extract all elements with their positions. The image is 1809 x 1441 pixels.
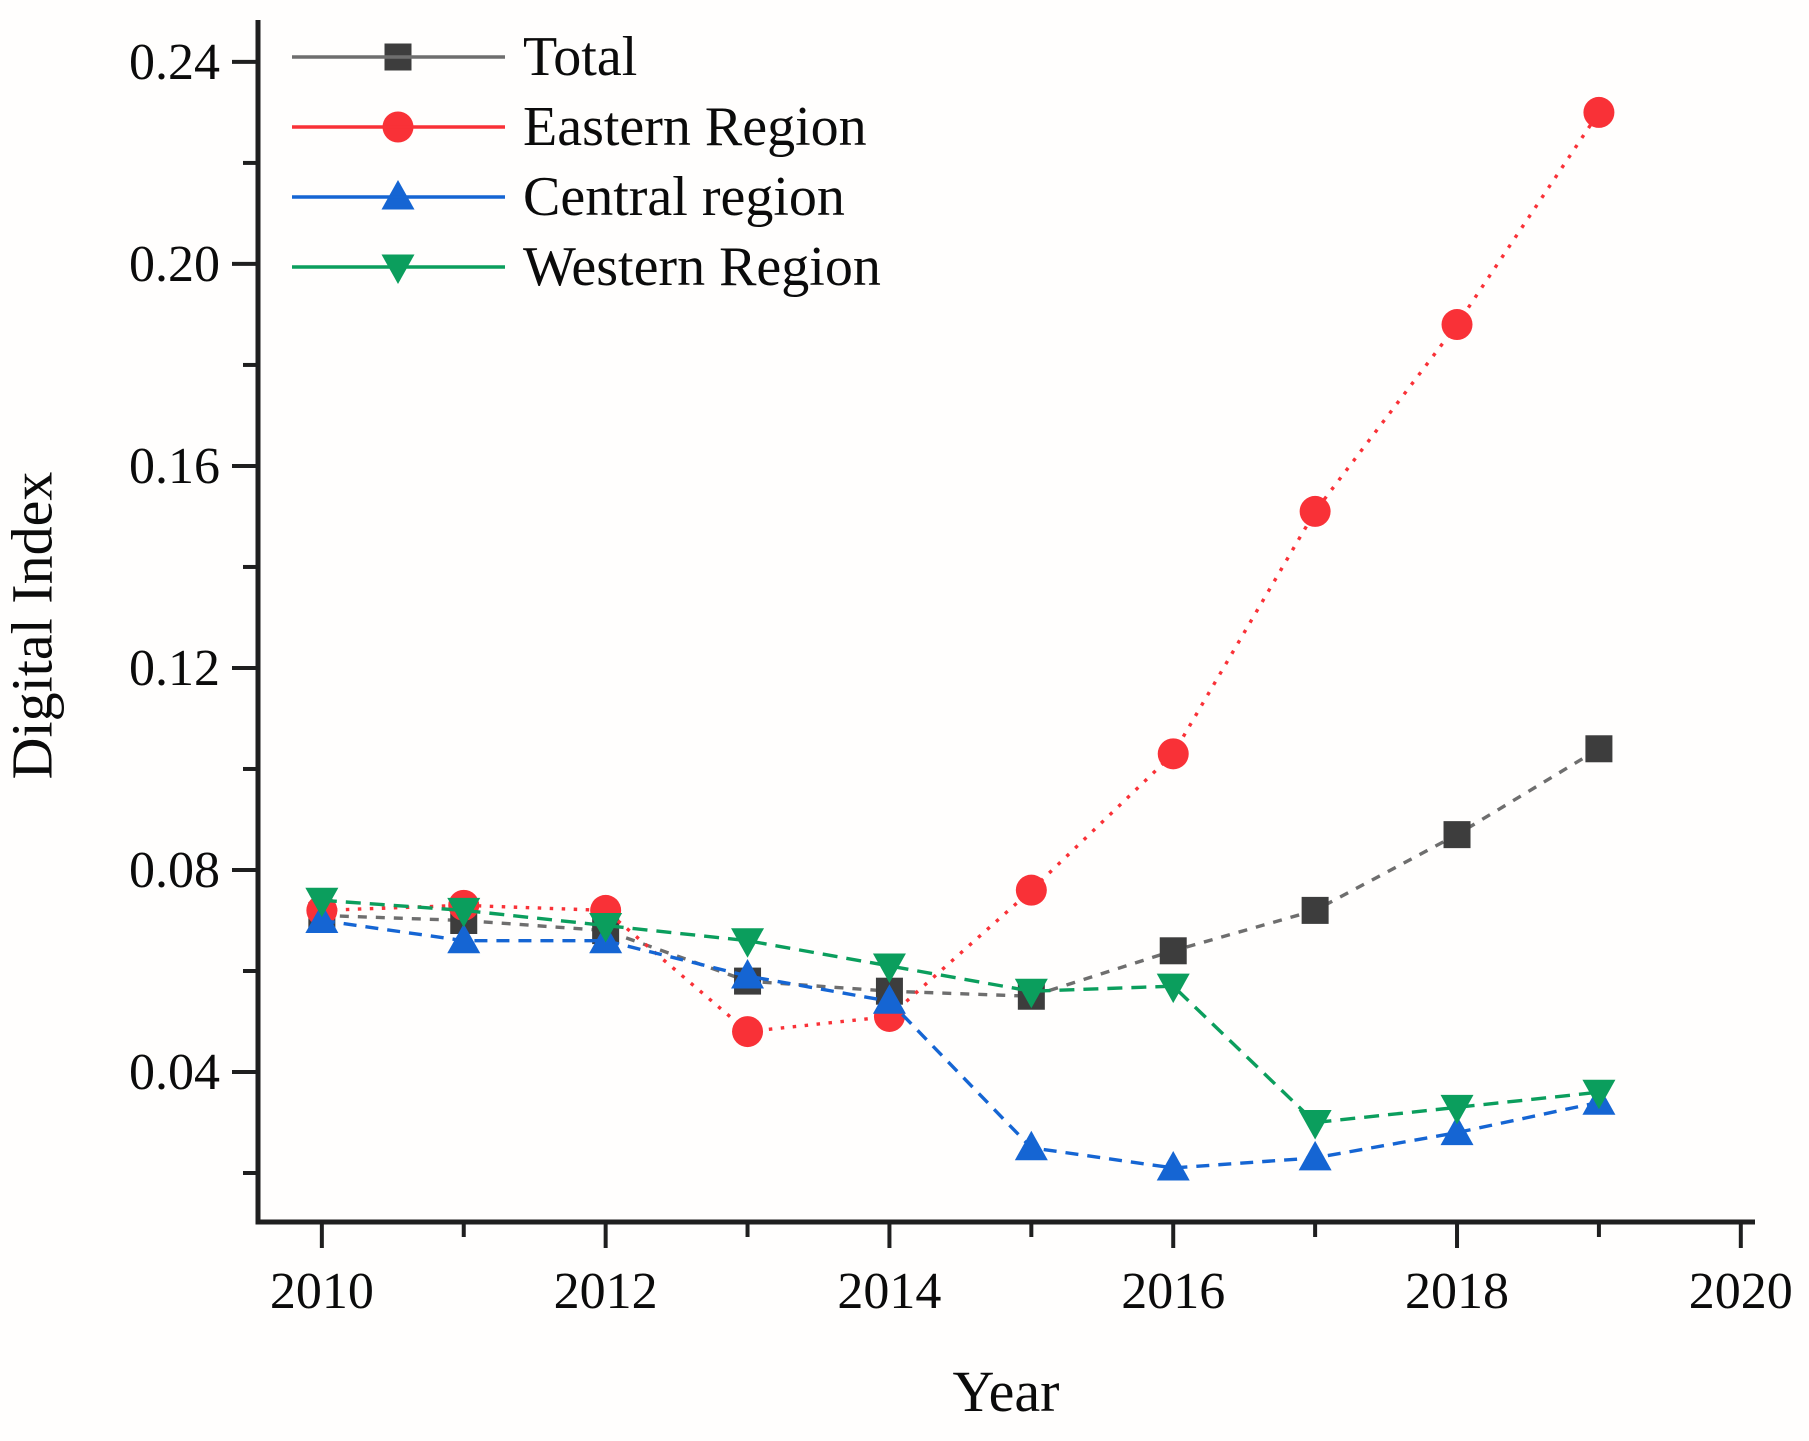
legend-label: Eastern Region xyxy=(523,96,867,158)
data-point-marker xyxy=(1157,738,1189,770)
data-point-marker xyxy=(589,913,623,943)
data-point-marker xyxy=(1443,821,1471,849)
legend: Total Eastern Region Central region Western… xyxy=(292,26,881,298)
data-point-marker xyxy=(1299,495,1331,527)
data-point-marker xyxy=(1583,96,1615,128)
data-point-marker xyxy=(305,887,339,918)
series-line-central-region xyxy=(321,918,1600,1170)
y-tick-label: 0.24 xyxy=(129,34,220,91)
data-point-marker xyxy=(1298,1110,1332,1140)
data-point-marker xyxy=(1159,937,1187,965)
data-point-marker xyxy=(1014,978,1048,1009)
y-tick-label: 0.04 xyxy=(129,1044,220,1101)
x-tick-label: 2016 xyxy=(1121,1263,1225,1320)
x-tick-label: 2012 xyxy=(554,1263,658,1320)
data-point-marker xyxy=(872,953,906,983)
data-point-marker xyxy=(1585,735,1613,763)
y-tick-label: 0.08 xyxy=(129,842,220,899)
data-point-marker xyxy=(872,984,906,1014)
x-axis-title: Year xyxy=(952,1359,1060,1424)
data-point-marker xyxy=(1014,1130,1048,1161)
x-tick-label: 2020 xyxy=(1689,1263,1793,1320)
data-point-marker xyxy=(305,903,339,933)
legend-label: Central region xyxy=(523,166,845,228)
data-point-marker xyxy=(731,928,765,958)
series-line-eastern-region xyxy=(321,111,1601,1034)
data-point-marker xyxy=(1156,973,1190,1004)
series-line-western-region xyxy=(321,898,1600,1125)
data-point-marker xyxy=(1440,1115,1474,1146)
x-tick-label: 2018 xyxy=(1405,1263,1509,1320)
data-point-marker xyxy=(447,897,481,928)
data-point-marker xyxy=(381,254,415,284)
y-tick-label: 0.12 xyxy=(129,640,220,697)
data-point-marker xyxy=(731,959,765,989)
legend-label: Western Region xyxy=(523,236,881,298)
y-tick-label: 0.16 xyxy=(129,438,220,495)
legend-label: Total xyxy=(523,26,637,88)
data-point-marker xyxy=(1298,1140,1332,1171)
data-point-marker xyxy=(1441,309,1473,341)
series-line-total xyxy=(321,747,1600,998)
x-tick-label: 2014 xyxy=(837,1263,941,1320)
x-tick-label: 2010 xyxy=(270,1263,374,1320)
data-point-marker xyxy=(732,1016,764,1048)
y-tick-label: 0.20 xyxy=(129,236,220,293)
data-point-marker xyxy=(1301,896,1329,924)
y-axis-title: Digital Index xyxy=(0,471,65,780)
data-point-marker xyxy=(381,180,415,210)
data-point-marker xyxy=(1156,1150,1190,1181)
data-point-marker xyxy=(1582,1079,1616,1110)
data-point-marker xyxy=(1440,1094,1474,1125)
data-point-marker xyxy=(447,923,481,954)
data-point-marker xyxy=(1015,874,1047,906)
